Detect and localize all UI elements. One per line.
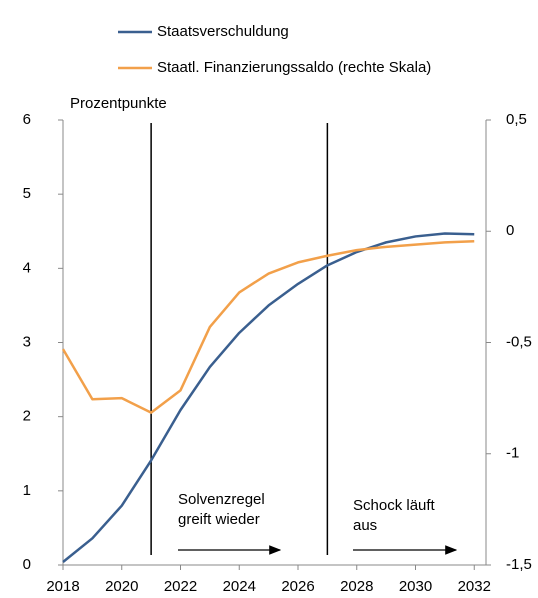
x-tick-label: 2026: [281, 578, 314, 595]
y2-tick-label: -1,5: [506, 556, 532, 573]
annotation: greift wieder: [178, 511, 260, 528]
x-tick-label: 2018: [46, 578, 79, 595]
y2-tick-label: -0,5: [506, 333, 532, 350]
y-tick-label: 3: [23, 333, 31, 350]
series-line: [62, 232, 475, 564]
y-tick-label: 5: [23, 185, 31, 202]
y-tick-label: 2: [23, 408, 31, 425]
series-line: [61, 240, 475, 414]
legend-label: Staatsverschuldung: [157, 23, 289, 40]
y-tick-label: 1: [23, 482, 31, 499]
y2-tick-label: -1: [506, 445, 519, 462]
y2-tick-label: 0: [506, 222, 514, 239]
x-tick-label: 2030: [399, 578, 432, 595]
annotation: aus: [353, 517, 377, 534]
y-tick-label: 0: [23, 556, 31, 573]
x-tick-label: 2032: [458, 578, 491, 595]
y-tick-label: 6: [23, 111, 31, 128]
annotation: Solvenzregel: [178, 491, 265, 508]
y-tick-label: 4: [23, 259, 31, 276]
y2-tick-label: 0,5: [506, 111, 527, 128]
x-tick-label: 2022: [164, 578, 197, 595]
y-unit-label: Prozentpunkte: [70, 95, 167, 112]
legend-label: Staatl. Finanzierungssaldo (rechte Skala…: [157, 59, 431, 76]
x-tick-label: 2024: [223, 578, 256, 595]
x-tick-label: 2020: [105, 578, 138, 595]
x-tick-label: 2028: [340, 578, 373, 595]
annotation: Schock läuft: [353, 497, 436, 514]
